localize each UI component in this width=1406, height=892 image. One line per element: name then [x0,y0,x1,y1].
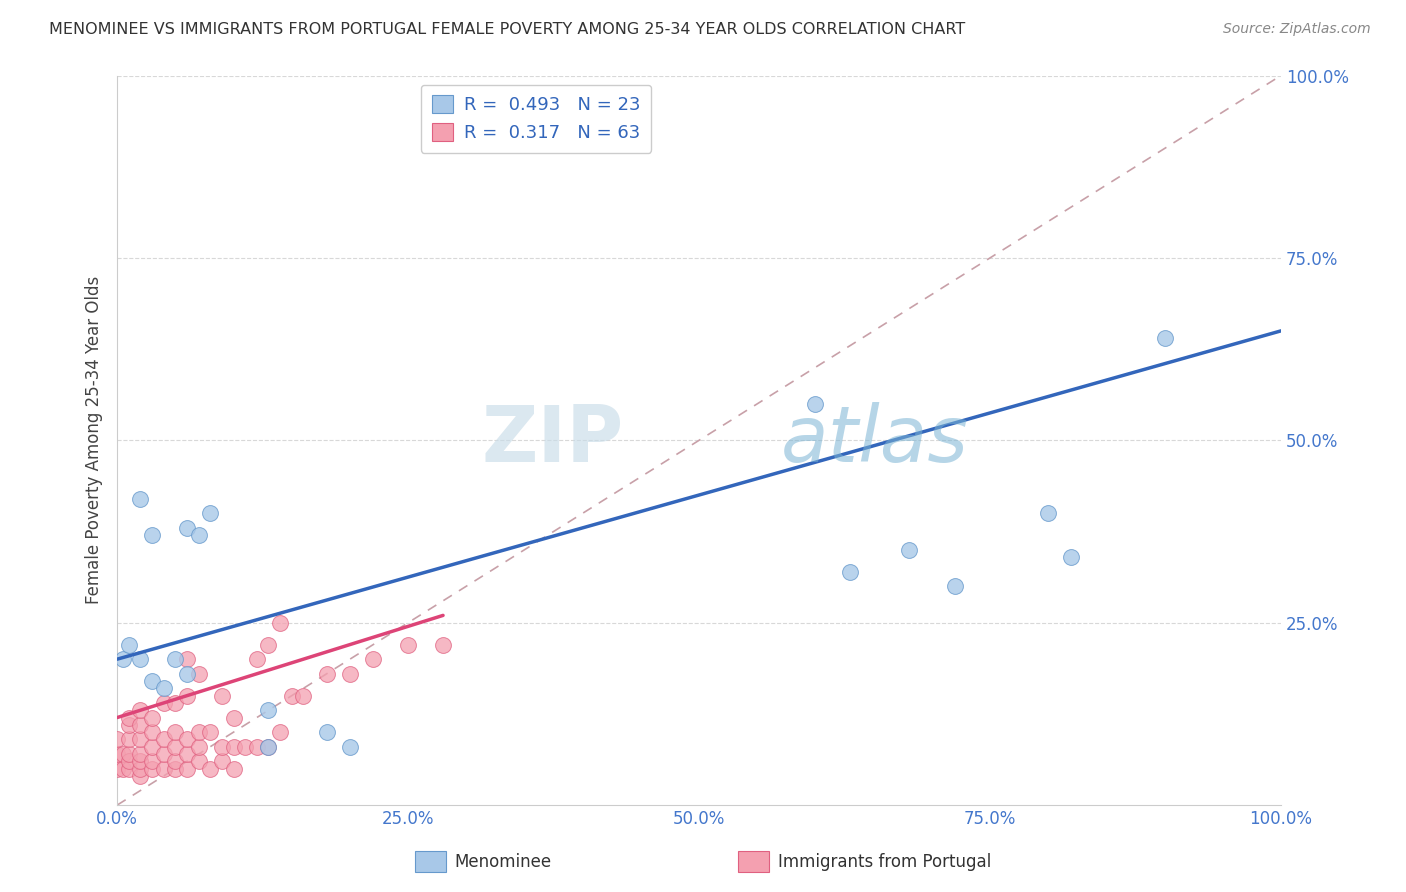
Point [129,491,152,506]
Point [315,666,337,681]
Point [105,747,128,761]
Point [105,762,128,776]
Point [176,689,198,703]
Point [187,739,209,754]
Point [141,754,163,768]
Point [129,703,152,717]
Point [176,732,198,747]
Point [118,747,141,761]
Point [141,674,163,689]
Point [187,528,209,542]
Point [257,638,280,652]
Point [176,652,198,666]
Point [1038,506,1060,520]
Text: Immigrants from Portugal: Immigrants from Portugal [778,853,991,871]
Point [257,739,280,754]
Point [339,666,361,681]
Point [141,739,163,754]
Point [141,762,163,776]
Point [118,638,141,652]
Point [211,754,233,768]
Point [152,747,174,761]
Point [165,696,187,710]
Point [105,732,128,747]
Point [839,565,862,579]
Y-axis label: Female Poverty Among 25-34 Year Olds: Female Poverty Among 25-34 Year Olds [86,277,103,605]
Point [315,725,337,739]
Point [257,703,280,717]
Point [118,710,141,724]
Point [129,769,152,783]
Point [165,754,187,768]
Point [118,732,141,747]
Point [129,652,152,666]
Text: ZIP: ZIP [481,402,623,478]
Point [141,710,163,724]
Point [361,652,384,666]
Point [281,689,304,703]
Point [233,739,256,754]
Point [200,725,222,739]
Point [129,754,152,768]
Point [165,652,187,666]
Point [187,754,209,768]
Point [269,725,291,739]
Point [141,528,163,542]
Point [339,739,361,754]
Point [200,506,222,520]
Point [200,762,222,776]
Point [152,696,174,710]
Point [129,747,152,761]
Text: Menominee: Menominee [454,853,551,871]
Point [165,762,187,776]
Point [1060,549,1083,564]
Point [165,739,187,754]
Point [897,542,920,557]
Point [176,762,198,776]
Point [269,615,291,630]
Text: Source: ZipAtlas.com: Source: ZipAtlas.com [1223,22,1371,37]
Point [152,762,174,776]
Point [222,710,245,724]
Point [211,689,233,703]
Point [804,397,827,411]
Text: atlas: atlas [780,402,969,478]
Point [129,762,152,776]
Point [187,725,209,739]
Point [118,754,141,768]
Point [118,718,141,732]
Point [396,638,419,652]
Point [176,666,198,681]
Point [152,681,174,696]
Point [152,732,174,747]
Point [222,739,245,754]
Point [111,747,134,761]
Point [432,638,454,652]
Point [211,739,233,754]
Point [111,762,134,776]
Point [943,579,966,593]
Point [246,652,269,666]
Legend: R =  0.493   N = 23, R =  0.317   N = 63: R = 0.493 N = 23, R = 0.317 N = 63 [420,85,651,153]
Point [257,739,280,754]
Point [292,689,315,703]
Point [129,732,152,747]
Point [187,666,209,681]
Point [246,739,269,754]
Point [1153,331,1175,345]
Point [111,652,134,666]
Point [176,521,198,535]
Point [129,718,152,732]
Point [118,762,141,776]
Point [141,725,163,739]
Point [165,725,187,739]
Point [176,747,198,761]
Text: MENOMINEE VS IMMIGRANTS FROM PORTUGAL FEMALE POVERTY AMONG 25-34 YEAR OLDS CORRE: MENOMINEE VS IMMIGRANTS FROM PORTUGAL FE… [49,22,966,37]
Point [222,762,245,776]
